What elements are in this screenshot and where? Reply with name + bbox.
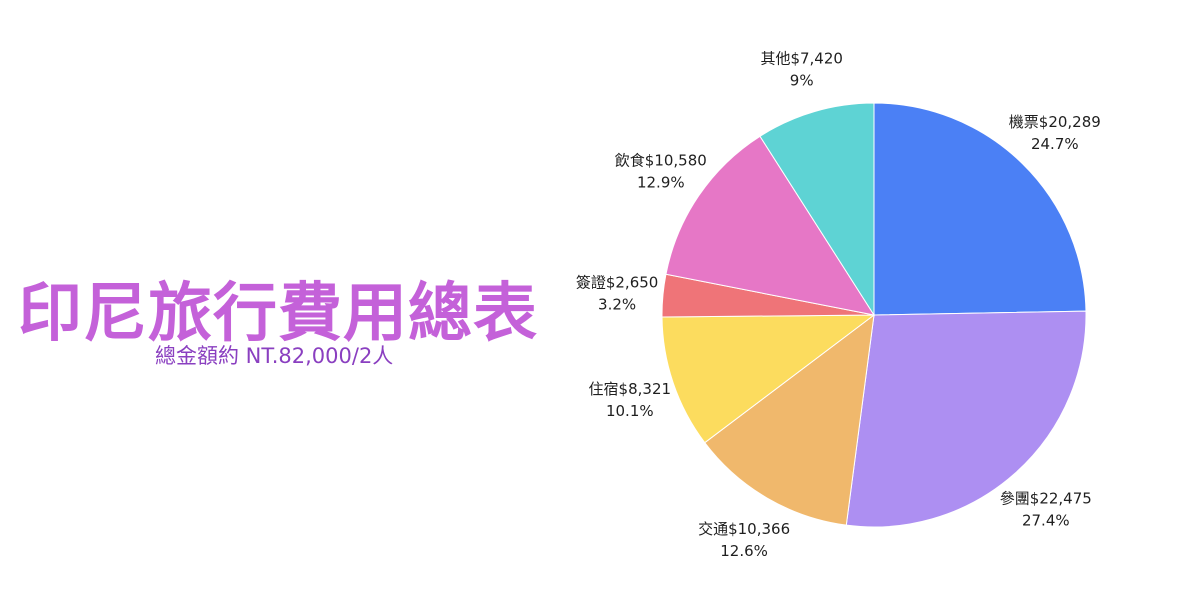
pie-slice-label-5: 飲食$10,580 12.9% xyxy=(615,152,707,192)
pie-slice-label-4: 簽證$2,650 3.2% xyxy=(576,273,659,313)
pie-slice-6 xyxy=(759,102,875,317)
page-subtitle: 總金額約 NT.82,000/2人 xyxy=(155,344,394,368)
pie-slice-3 xyxy=(661,314,876,444)
pie-slice-label-2: 交通$10,366 12.6% xyxy=(698,520,790,560)
pie-slice-0 xyxy=(873,102,1087,316)
pie-slice-1 xyxy=(845,310,1087,528)
pie-slice-5 xyxy=(665,135,876,316)
pie-slices xyxy=(661,102,1087,528)
pie-slice-2 xyxy=(704,313,875,526)
pie-slice-label-3: 住宿$8,321 10.1% xyxy=(589,380,672,420)
pie-slice-label-1: 參團$22,475 27.4% xyxy=(1000,489,1092,529)
pie-slice-label-0: 機票$20,289 24.7% xyxy=(1009,113,1101,153)
pie-labels: 機票$20,289 24.7% 參團$22,475 27.4% 交通$10,366 12.… xyxy=(576,49,1101,560)
pie-slice-label-6: 其他$7,420 9% xyxy=(760,49,843,89)
page-title: 印尼旅行費用總表 xyxy=(18,277,538,351)
